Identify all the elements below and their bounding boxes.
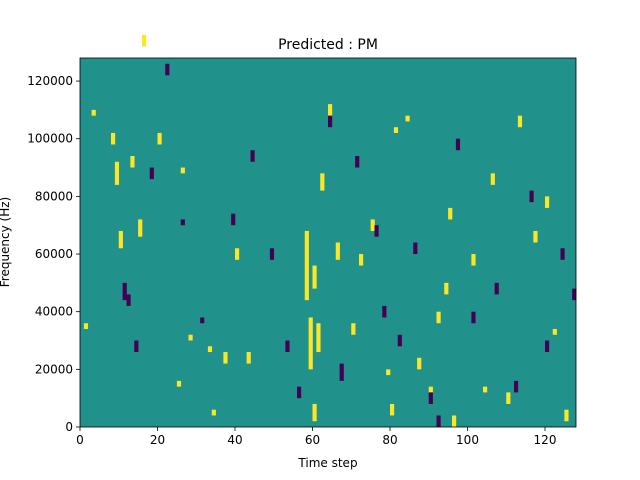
heatmap-cells bbox=[83, 34, 577, 427]
heatmap-cell-low bbox=[413, 242, 418, 255]
heatmap-cell-low bbox=[494, 282, 499, 295]
heatmap-cell-high bbox=[130, 156, 135, 168]
heatmap-cell-high bbox=[490, 173, 495, 185]
heatmap-cell-low bbox=[355, 156, 360, 168]
heatmap-cell-low bbox=[149, 167, 154, 180]
y-tick-label: 60000 bbox=[35, 247, 73, 261]
x-tick-label: 20 bbox=[150, 433, 165, 447]
heatmap-cell-high bbox=[405, 115, 410, 122]
heatmap-cell-high bbox=[517, 115, 523, 128]
heatmap-cell-high bbox=[417, 357, 422, 370]
heatmap-cell-low bbox=[269, 248, 275, 260]
y-tick-label: 80000 bbox=[35, 189, 73, 203]
heatmap-cell-low bbox=[165, 63, 170, 76]
heatmap-cell-low bbox=[200, 317, 205, 324]
heatmap-cell-high bbox=[428, 386, 433, 393]
heatmap-cell-high bbox=[207, 346, 213, 353]
heatmap-cell-high bbox=[114, 161, 120, 185]
heatmap-cell-low bbox=[455, 138, 461, 151]
heatmap-cell-high bbox=[533, 230, 538, 243]
heatmap-cell-low bbox=[180, 219, 185, 226]
heatmap-cell-high bbox=[545, 196, 550, 208]
heatmap-cell-high bbox=[483, 386, 488, 393]
heatmap-cell-high bbox=[138, 219, 143, 237]
heatmap-cell-high bbox=[142, 34, 147, 47]
heatmap-cell-high bbox=[359, 254, 364, 266]
heatmap-cell-high bbox=[386, 369, 391, 376]
heatmap-cell-low bbox=[560, 248, 565, 260]
x-axis-ticks: 0 20 40 60 80 100 120 bbox=[76, 427, 556, 447]
heatmap-cell-high bbox=[235, 248, 240, 260]
heatmap-cell-high bbox=[320, 173, 325, 191]
heatmap-cell-high bbox=[335, 242, 340, 260]
heatmap-cell-high bbox=[312, 265, 317, 289]
heatmap-cell-high bbox=[176, 380, 182, 387]
heatmap-cell-high bbox=[157, 132, 162, 145]
heatmap-cell-low bbox=[328, 115, 333, 128]
heatmap-cell-high bbox=[180, 167, 185, 174]
heatmap-cell-high bbox=[312, 403, 317, 422]
heatmap-cell-high bbox=[328, 104, 333, 116]
x-tick-label: 120 bbox=[534, 433, 557, 447]
heatmap-cell-low bbox=[374, 225, 379, 237]
heatmap-cell-high bbox=[452, 415, 457, 427]
heatmap-cell-low bbox=[250, 150, 255, 162]
y-tick-label: 40000 bbox=[35, 305, 73, 319]
heatmap-cell-low bbox=[529, 190, 534, 203]
heatmap-cell-high bbox=[308, 317, 313, 370]
x-tick-label: 100 bbox=[456, 433, 479, 447]
heatmap-cell-low bbox=[572, 288, 577, 301]
heatmap-cell-low bbox=[122, 282, 127, 301]
heatmap-cell-high bbox=[506, 392, 511, 404]
heatmap-cell-low bbox=[134, 340, 139, 353]
heatmap-cell-high bbox=[111, 132, 116, 145]
heatmap-cell-low bbox=[397, 334, 402, 347]
heatmap-cell-high bbox=[390, 403, 395, 416]
heatmap-cell-high bbox=[552, 328, 557, 335]
heatmap-cell-low bbox=[545, 340, 550, 353]
heatmap-cell-high bbox=[211, 409, 216, 416]
y-axis-ticks: 0 20000 40000 60000 80000 100000 120000 bbox=[27, 74, 80, 434]
y-axis-label: Frequency (Hz) bbox=[0, 197, 12, 288]
heatmap-cell-low bbox=[339, 363, 344, 381]
heatmap-cell-low bbox=[382, 305, 387, 318]
heatmap-cell-low bbox=[436, 415, 441, 427]
y-tick-label: 0 bbox=[65, 420, 73, 434]
heatmap-cell-high bbox=[83, 323, 89, 329]
heatmap-cell-low bbox=[126, 294, 131, 306]
heatmap-cell-high bbox=[91, 109, 96, 116]
y-tick-label: 20000 bbox=[35, 362, 73, 376]
x-axis-label: Time step bbox=[297, 456, 357, 470]
heatmap-cell-high bbox=[444, 282, 449, 295]
heatmap-cell-high bbox=[223, 352, 228, 364]
heatmap-cell-low bbox=[231, 213, 236, 226]
heatmap-cell-low bbox=[471, 311, 476, 324]
plot-frame bbox=[79, 57, 577, 428]
x-tick-label: 60 bbox=[305, 433, 320, 447]
x-tick-label: 40 bbox=[227, 433, 242, 447]
x-tick-label: 0 bbox=[76, 433, 84, 447]
heatmap-cell-high bbox=[246, 352, 251, 364]
heatmap-cell-high bbox=[118, 230, 123, 249]
heatmap-cell-high bbox=[351, 323, 356, 335]
heatmap-cell-low bbox=[285, 340, 290, 353]
heatmap-cell-high bbox=[436, 311, 441, 324]
y-tick-label: 120000 bbox=[27, 74, 73, 88]
heatmap-cell-high bbox=[471, 254, 476, 266]
heatmap-cell-high bbox=[564, 409, 569, 422]
heatmap-cell-high bbox=[393, 127, 399, 133]
y-tick-label: 100000 bbox=[27, 132, 73, 146]
heatmap-cell-low bbox=[297, 386, 302, 399]
heatmap-cell-high bbox=[370, 219, 375, 231]
heatmap-cell-low bbox=[514, 380, 519, 393]
x-tick-label: 80 bbox=[382, 433, 397, 447]
heatmap-cell-high bbox=[188, 334, 193, 341]
heatmap-cell-high bbox=[448, 207, 453, 220]
chart-title: Predicted : PM bbox=[278, 37, 378, 53]
heatmap-cell-high bbox=[304, 230, 309, 301]
heatmap-cell-high bbox=[316, 323, 321, 353]
heatmap-cell-low bbox=[428, 392, 433, 404]
